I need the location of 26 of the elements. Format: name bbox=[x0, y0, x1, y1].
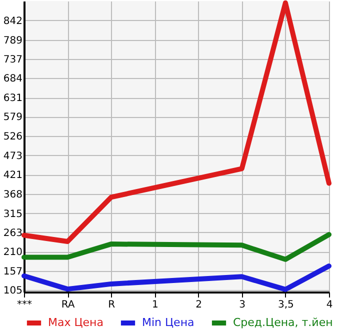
y-tick-label: 737 bbox=[3, 54, 22, 66]
x-tick-label: 4 bbox=[326, 300, 333, 310]
y-tick-label: 315 bbox=[3, 208, 22, 220]
x-tick-label: 3,5 bbox=[278, 300, 294, 310]
x-tick-label: RA bbox=[61, 300, 75, 310]
y-tick-label: 526 bbox=[3, 132, 22, 143]
legend-label: Min Цена bbox=[142, 316, 194, 329]
x-tick-label: R bbox=[108, 300, 116, 310]
y-tick-label: 473 bbox=[3, 150, 22, 162]
y-tick-label: 631 bbox=[3, 93, 22, 104]
y-tick-label: 842 bbox=[3, 16, 22, 27]
y-tick-label: 210 bbox=[3, 247, 22, 258]
x-tick-label: *** bbox=[17, 300, 32, 310]
y-tick-label: 684 bbox=[3, 74, 22, 85]
y-tick-label: 263 bbox=[3, 228, 22, 239]
y-tick-label: 579 bbox=[3, 112, 22, 124]
legend-label: Сред.Цена, т.йен bbox=[233, 316, 333, 329]
x-tick-label: 2 bbox=[196, 300, 202, 310]
x-tick-label: 3 bbox=[239, 300, 246, 310]
y-tick-label: 368 bbox=[3, 189, 22, 200]
y-tick-label: 157 bbox=[3, 266, 22, 278]
y-tick-label: 105 bbox=[3, 286, 22, 297]
y-tick-label: 421 bbox=[3, 170, 22, 181]
y-tick-label: 789 bbox=[3, 35, 22, 46]
x-tick-label: 1 bbox=[152, 300, 158, 310]
legend-label: Max Цена bbox=[48, 316, 104, 329]
